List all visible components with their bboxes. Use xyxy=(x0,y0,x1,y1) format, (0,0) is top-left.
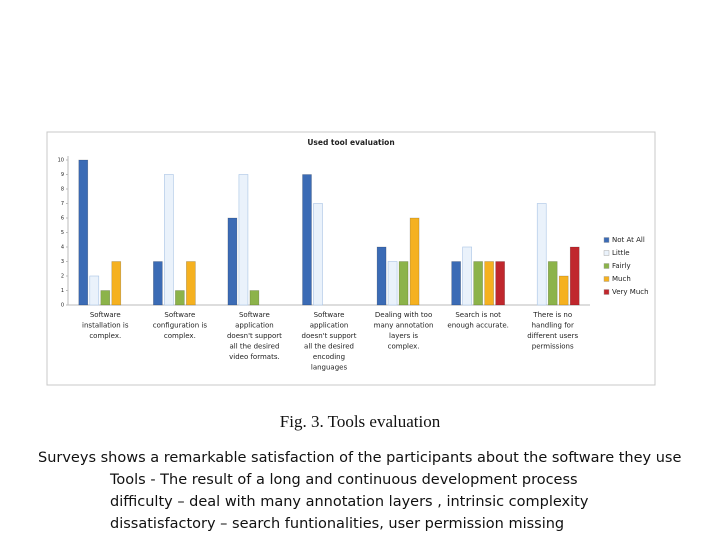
x-tick-label: Search is not enough accurate. xyxy=(447,311,508,330)
x-tick-label: Software configuration is complex. xyxy=(153,311,208,340)
legend-swatch xyxy=(603,250,610,256)
note: Tools - The result of a long and continu… xyxy=(110,472,578,488)
x-tick-label: There is no handling for different users pe… xyxy=(527,311,578,351)
bar xyxy=(536,203,547,306)
y-tick-label: 6 xyxy=(61,216,64,222)
bar xyxy=(249,290,260,306)
legend-swatch xyxy=(603,237,610,243)
legend-label: Little xyxy=(612,249,630,257)
x-tick-label: Software application doesn't support all th… xyxy=(227,311,282,361)
y-tick-label: 8 xyxy=(61,187,64,193)
bar xyxy=(313,203,323,306)
note: difficulty – deal with many annotation l… xyxy=(110,494,589,510)
legend-label: Much xyxy=(612,275,631,283)
y-tick-label: 3 xyxy=(61,259,64,265)
bar xyxy=(484,261,494,306)
x-tick-label: Software installation is complex. xyxy=(82,311,129,340)
chart-title: Used tool evaluation xyxy=(307,138,394,147)
legend-swatch xyxy=(603,263,610,269)
bar xyxy=(227,217,238,306)
bar xyxy=(451,261,461,306)
chart-frame xyxy=(46,131,656,386)
figure-caption: Fig. 3. Tools evaluation xyxy=(279,412,441,431)
bar xyxy=(302,174,312,306)
bar xyxy=(78,159,89,306)
y-tick-label: 4 xyxy=(61,245,64,251)
bar xyxy=(186,261,196,306)
bar xyxy=(462,246,472,306)
bar xyxy=(495,261,505,306)
note: Surveys shows a remarkable satisfaction … xyxy=(38,450,682,466)
legend-label: Very Much xyxy=(612,288,649,296)
y-tick-label: 10 xyxy=(58,158,64,164)
y-tick-label: 5 xyxy=(61,230,64,236)
bar xyxy=(387,261,398,306)
y-tick-label: 1 xyxy=(61,288,64,294)
y-tick-label: 2 xyxy=(61,274,64,280)
bar xyxy=(153,261,163,306)
bar xyxy=(100,290,111,306)
bar xyxy=(89,275,100,306)
bar xyxy=(376,246,387,306)
y-tick-label: 7 xyxy=(61,201,64,207)
legend-swatch xyxy=(603,276,610,282)
y-tick-label: 0 xyxy=(61,303,64,309)
x-tick-label: Dealing with too many annotation layers is… xyxy=(374,311,434,351)
chart: Used tool evaluation 0 1 2 3 4 5 6 7 8 9 10 Softwar… xyxy=(46,131,656,386)
legend-swatch xyxy=(603,289,610,295)
bar xyxy=(547,261,558,306)
legend-label: Fairly xyxy=(612,262,631,270)
y-tick-label: 9 xyxy=(61,172,64,178)
bar xyxy=(558,275,569,306)
bar xyxy=(409,217,420,306)
legend-label: Not At All xyxy=(612,236,645,244)
bar xyxy=(473,261,483,306)
bar xyxy=(175,290,185,306)
note: dissatisfactory – search funtionalities,… xyxy=(110,516,565,532)
x-tick-label: Software application doesn't support all th… xyxy=(302,311,357,372)
bar xyxy=(238,174,249,306)
bar xyxy=(398,261,409,306)
bar xyxy=(164,174,174,306)
bar xyxy=(111,261,122,306)
bar xyxy=(569,246,580,306)
